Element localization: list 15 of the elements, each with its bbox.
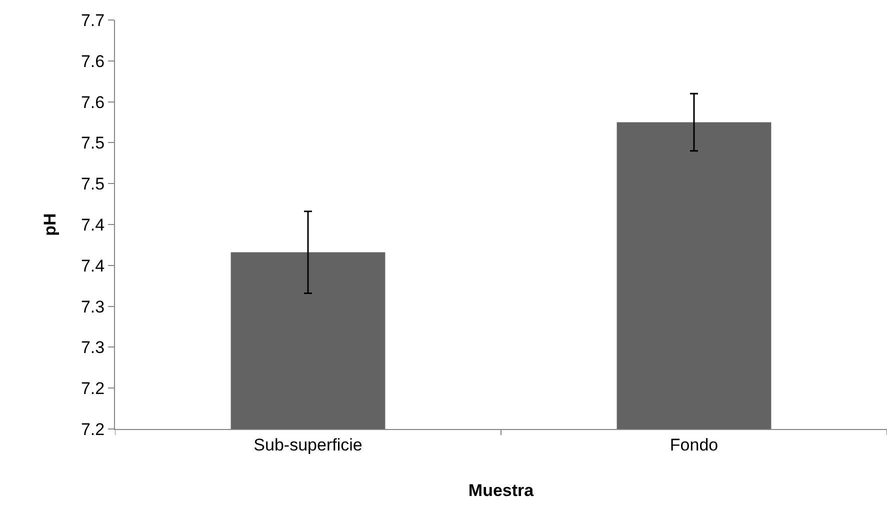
y-axis-title: pH xyxy=(40,213,60,236)
y-tick-label: 7.6 xyxy=(80,52,105,71)
x-tick-label: Fondo xyxy=(670,435,718,454)
y-tick-label: 7.3 xyxy=(80,297,105,316)
y-tick-label: 7.4 xyxy=(80,256,105,276)
y-tick-label: 7.2 xyxy=(80,379,105,398)
x-axis-title: Muestra xyxy=(468,480,534,500)
x-tick-label: Sub-superficie xyxy=(254,435,362,454)
y-tick-label: 7.6 xyxy=(80,92,105,112)
y-tick-label: 7.5 xyxy=(80,174,105,194)
y-tick-label: 7.4 xyxy=(80,215,105,234)
y-tick-label: 7.5 xyxy=(80,134,105,153)
y-tick-label: 7.2 xyxy=(80,420,105,439)
y-tick-label: 7.7 xyxy=(80,10,105,30)
y-tick-label: 7.3 xyxy=(80,338,105,358)
